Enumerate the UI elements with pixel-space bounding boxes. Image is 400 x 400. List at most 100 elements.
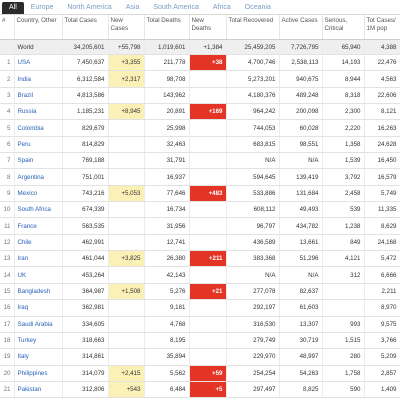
new-deaths-cell (189, 201, 227, 219)
new-deaths-cell: +169 (189, 103, 227, 121)
country-link[interactable]: Russia (14, 103, 63, 121)
serious-cell: 993 (322, 316, 365, 333)
total-deaths-cell: 4,768 (144, 316, 190, 333)
serious-cell: 312 (322, 266, 365, 284)
country-link[interactable]: Brazil (14, 87, 63, 105)
total-recovered-cell: 533,886 (226, 185, 280, 203)
new-deaths-cell (189, 348, 227, 366)
column-header-idx[interactable]: # (0, 15, 15, 40)
column-header-country[interactable]: Country, Other (14, 15, 63, 40)
country-link[interactable]: UK (14, 266, 63, 284)
country-link[interactable]: Chile (14, 234, 63, 252)
total-deaths-cell: 8,195 (144, 332, 190, 350)
idx-cell: 14 (0, 266, 15, 284)
country-link[interactable]: USA (14, 54, 63, 72)
tab-south-america[interactable]: South America (153, 4, 199, 11)
total-cases-cell: 461,044 (62, 250, 109, 268)
total-recovered-cell: 229,970 (226, 348, 280, 366)
total-recovered-cell: 316,530 (226, 316, 280, 333)
table-row: 6 Peru 814,829 32,463 683,815 98,551 1,358 24,6… (0, 136, 400, 154)
cases-per-1m-cell: 1,409 (364, 381, 400, 399)
column-header-new-deaths[interactable]: New Deaths (189, 15, 227, 40)
total-deaths-cell: 6,484 (144, 381, 190, 399)
active-cases-cell: 60,028 (279, 119, 323, 137)
total-cases-cell: 829,679 (62, 119, 109, 137)
total-deaths-cell: 31,791 (144, 152, 190, 170)
table-row: 3 Brazil 4,813,586 143,962 4,180,376 489,248 8… (0, 87, 400, 105)
country-link[interactable]: Bangladesh (14, 283, 63, 301)
idx-cell: 13 (0, 250, 15, 268)
total-cases-cell: 453,264 (62, 266, 109, 284)
country-link[interactable]: South Africa (14, 201, 63, 219)
country-link[interactable]: Spain (14, 152, 63, 170)
country-link[interactable]: Philippines (14, 365, 63, 382)
table-row: 11 France 563,535 31,956 96,797 434,782 1,238 8… (0, 217, 400, 235)
tab-africa[interactable]: Africa (212, 4, 231, 11)
new-cases-cell (108, 234, 145, 252)
new-cases-cell (108, 299, 145, 317)
country-link[interactable]: France (14, 217, 63, 235)
serious-cell: 539 (322, 201, 365, 219)
column-header-serious[interactable]: Serious, Critical (322, 15, 365, 40)
total-cases-cell: 4,813,586 (62, 87, 109, 105)
column-header-total-cases[interactable]: Total Cases (62, 15, 109, 40)
column-header-total-deaths[interactable]: Total Deaths (144, 15, 190, 40)
table-row: 20 Philippines 314,079 +2,415 5,562 +59 254,25… (0, 365, 400, 382)
tab-oceania[interactable]: Oceania (244, 4, 271, 11)
total-recovered-cell: 683,815 (226, 136, 280, 154)
total-recovered-cell: 96,797 (226, 217, 280, 235)
new-deaths-cell: +211 (189, 250, 227, 268)
new-deaths-cell (189, 299, 227, 317)
active-cases-cell: N/A (279, 152, 323, 170)
new-cases-cell: +2,415 (108, 365, 145, 382)
country-link[interactable]: Colombia (14, 119, 63, 137)
country-link[interactable]: Pakistan (14, 381, 63, 399)
total-cases-cell: 7,450,637 (62, 54, 109, 72)
serious-cell: 1,758 (322, 365, 365, 382)
total-deaths-cell: 9,181 (144, 299, 190, 317)
total-recovered-cell: 964,242 (226, 103, 280, 121)
total-cases-cell: 362,981 (62, 299, 109, 317)
country-link[interactable]: Peru (14, 136, 63, 154)
active-cases-cell: 30,719 (279, 332, 323, 350)
country-link[interactable]: Iran (14, 250, 63, 268)
idx-cell: 7 (0, 152, 15, 170)
country-link[interactable]: Turkey (14, 332, 63, 350)
total-recovered-cell: 594,645 (226, 168, 280, 186)
new-deaths-cell (189, 168, 227, 186)
column-header-active-cases[interactable]: Active Cases (279, 15, 323, 40)
total-deaths-cell: 5,562 (144, 365, 190, 382)
serious-cell: 65,940 (322, 39, 365, 55)
serious-cell: 849 (322, 234, 365, 252)
country-link[interactable]: Mexico (14, 185, 63, 203)
tab-europe[interactable]: Europe (30, 4, 54, 11)
cases-per-1m-cell: 11,335 (364, 201, 400, 219)
idx-cell: 21 (0, 381, 15, 399)
country-link[interactable]: India (14, 70, 63, 88)
country-link[interactable]: Iraq (14, 299, 63, 317)
total-recovered-cell: 608,112 (226, 201, 280, 219)
country-link[interactable]: Italy (14, 348, 63, 366)
total-recovered-cell: 744,053 (226, 119, 280, 137)
table-row: 7 Spain 769,188 31,791 N/A N/A 1,539 16,450 (0, 152, 400, 170)
country-link[interactable]: Saudi Arabia (14, 316, 63, 333)
tab-north-america[interactable]: North America (67, 4, 112, 11)
new-cases-cell (108, 119, 145, 137)
new-cases-cell (108, 201, 145, 219)
column-header-new-cases[interactable]: New Cases (108, 15, 145, 40)
new-deaths-cell: +483 (189, 185, 227, 203)
table-body: World 34,205,601 +55,798 1,019,601 +1,384 25,… (0, 39, 400, 399)
new-deaths-cell: +1,384 (189, 39, 227, 55)
active-cases-cell: 13,307 (279, 316, 323, 333)
new-deaths-cell (189, 234, 227, 252)
cases-per-1m-cell: 16,263 (364, 119, 400, 137)
cases-per-1m-cell: 16,450 (364, 152, 400, 170)
table-row: 9 Mexico 743,216 +5,053 77,646 +483 533,886 131… (0, 185, 400, 203)
column-header-total-recovered[interactable]: Total Recovered (226, 15, 280, 40)
tab-asia[interactable]: Asia (125, 4, 140, 11)
tab-all[interactable]: All (2, 2, 24, 14)
serious-cell (322, 283, 365, 301)
country-link[interactable]: Argentina (14, 168, 63, 186)
new-cases-cell: +3,825 (108, 250, 145, 268)
column-header-cases-per-1m[interactable]: Tot Cases/ 1M pop (364, 15, 400, 40)
